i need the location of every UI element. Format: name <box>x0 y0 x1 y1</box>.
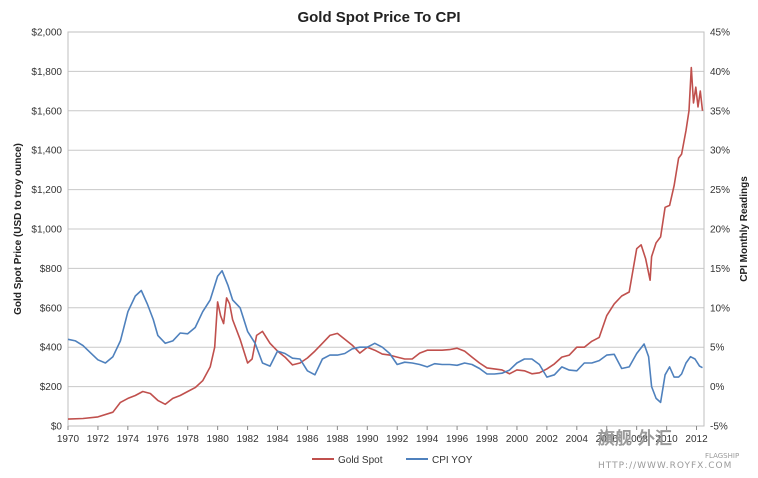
series-layer <box>67 66 704 420</box>
y-tick-label: $0 <box>51 422 63 433</box>
y2-tick-label: 25% <box>710 185 730 196</box>
x-tick-label: 1998 <box>476 434 499 445</box>
x-tick-label: 1974 <box>117 434 140 445</box>
x-axis: 1970 1972 1974 1976 1978 1980 1982 1984 1986 1988… <box>57 426 708 445</box>
y-tick-label: $800 <box>40 264 63 275</box>
y2-tick-label: 40% <box>710 67 730 78</box>
x-tick-label: 1976 <box>147 434 170 445</box>
x-tick-label: 1990 <box>356 434 379 445</box>
watermark-sub1: FLAGSHIP <box>705 452 739 460</box>
x-tick-label: 1988 <box>326 434 349 445</box>
y-tick-label: $1,400 <box>31 146 62 157</box>
y-tick-label: $1,000 <box>31 225 62 236</box>
y2-tick-label: 10% <box>710 303 730 314</box>
x-tick-label: 1986 <box>296 434 319 445</box>
watermark: 旗舰 外汇 FLAGSHIP HTTP://WWW.ROYFX.COM <box>598 428 739 471</box>
x-tick-label: 1992 <box>386 434 409 445</box>
x-tick-label: 1980 <box>207 434 230 445</box>
x-tick-label: 2006 <box>596 434 619 445</box>
x-tick-label: 2000 <box>506 434 529 445</box>
x-tick-label: 1984 <box>266 434 289 445</box>
y-axis-left: $0 $200 $400 $600 $800 $1,000 $1,200 $1,400 $1,6… <box>31 28 62 433</box>
gridlines <box>68 31 704 427</box>
y-tick-label: $200 <box>40 382 63 393</box>
y-axis-title: Gold Spot Price (USD to troy ounce) <box>13 143 24 315</box>
legend-label: CPI YOY <box>432 455 473 466</box>
y2-tick-label: 15% <box>710 264 730 275</box>
y2-axis-title: CPI Monthly Readings <box>739 176 750 282</box>
y-tick-label: $1,600 <box>31 106 62 117</box>
y-tick-label: $1,800 <box>31 67 62 78</box>
y2-tick-label: 20% <box>710 225 730 236</box>
x-tick-label: 1982 <box>236 434 259 445</box>
chart-title: Gold Spot Price To CPI <box>297 9 460 26</box>
series-line-gold-spot <box>67 66 704 420</box>
y2-tick-label: 30% <box>710 146 730 157</box>
y-tick-label: $400 <box>40 343 63 354</box>
y-axis-right: -5% 0% 5% 10% 15% 20% 25% 30% 35% 40% 45% <box>710 28 730 433</box>
x-tick-label: 2002 <box>536 434 559 445</box>
y2-tick-label: 0% <box>710 382 725 393</box>
series-line-cpi-yoy <box>67 270 703 404</box>
watermark-main: 旗舰 外汇 <box>598 428 672 449</box>
plot-frame <box>67 31 705 427</box>
y2-tick-label: 35% <box>710 106 730 117</box>
legend: Gold Spot CPI YOY <box>312 455 473 466</box>
x-tick-label: 2008 <box>626 434 649 445</box>
x-tick-label: 1994 <box>416 434 439 445</box>
y-tick-label: $1,200 <box>31 185 62 196</box>
legend-label: Gold Spot <box>338 455 383 466</box>
x-tick-label: 1970 <box>57 434 80 445</box>
y-tick-label: $600 <box>40 303 63 314</box>
x-tick-label: 2004 <box>566 434 589 445</box>
y2-tick-label: -5% <box>710 422 728 433</box>
x-tick-label: 1996 <box>446 434 469 445</box>
x-tick-label: 1972 <box>87 434 110 445</box>
y2-tick-label: 45% <box>710 28 730 39</box>
y2-tick-label: 5% <box>710 343 725 354</box>
x-tick-label: 1978 <box>177 434 200 445</box>
watermark-sub2: HTTP://WWW.ROYFX.COM <box>598 461 732 471</box>
x-tick-label: 2012 <box>685 434 708 445</box>
y-tick-label: $2,000 <box>31 28 62 39</box>
x-tick-label: 2010 <box>655 434 678 445</box>
